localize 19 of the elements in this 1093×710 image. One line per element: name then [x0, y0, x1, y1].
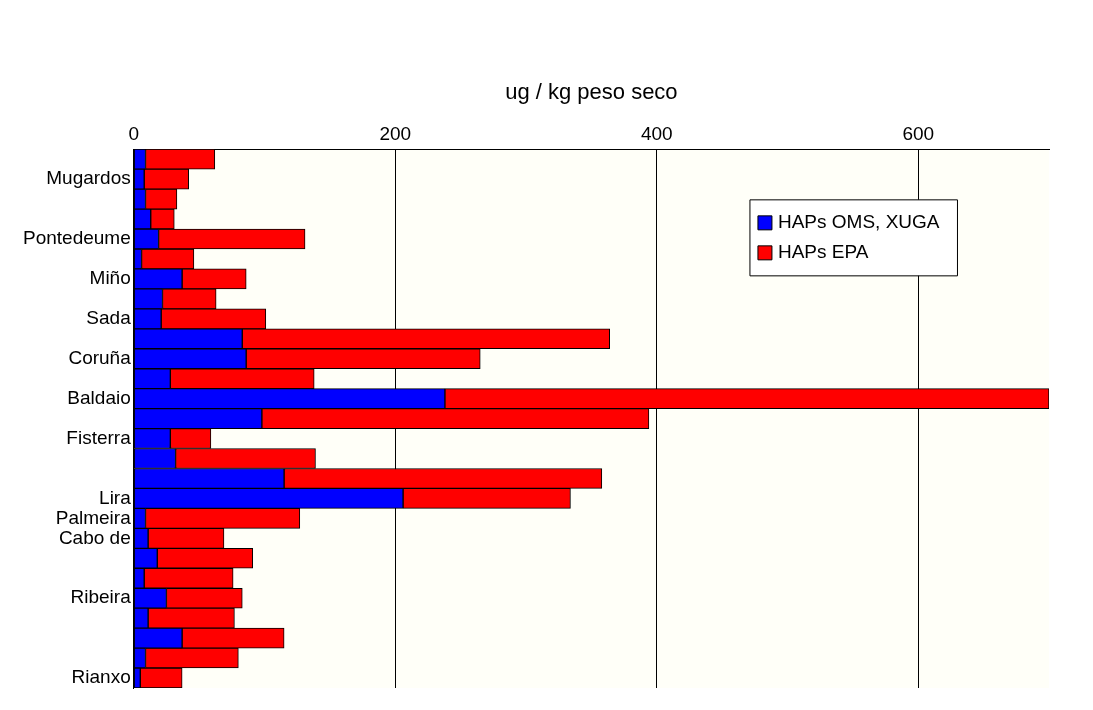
legend-label: HAPs OMS, XUGA: [777, 211, 940, 233]
y-tick-label: Fisterra: [66, 426, 132, 448]
y-tick-label: Sada: [86, 307, 132, 329]
y-tick-label: Mugardos: [46, 167, 131, 189]
y-tick-label: Rianxo: [71, 666, 131, 688]
y-tick-label: Ribeira: [70, 586, 132, 608]
x-tick-label: 0: [128, 123, 140, 145]
x-tick-label: 600: [902, 123, 935, 145]
y-tick-label: Coruña: [68, 346, 132, 368]
y-tick-label: Pontedeume: [23, 227, 131, 249]
legend-label: HAPs EPA: [777, 241, 869, 263]
y-tick-label: Lira: [99, 486, 132, 508]
y-tick-label: Cabo de: [58, 526, 131, 548]
x-tick-label: 200: [379, 123, 412, 145]
x-axis-title: ug / kg peso seco: [505, 79, 678, 105]
x-tick-label: 400: [640, 123, 673, 145]
y-tick-label: Baldaio: [67, 386, 131, 408]
y-tick-label: Miño: [89, 267, 131, 289]
y-tick-label: Palmeira: [55, 506, 132, 528]
